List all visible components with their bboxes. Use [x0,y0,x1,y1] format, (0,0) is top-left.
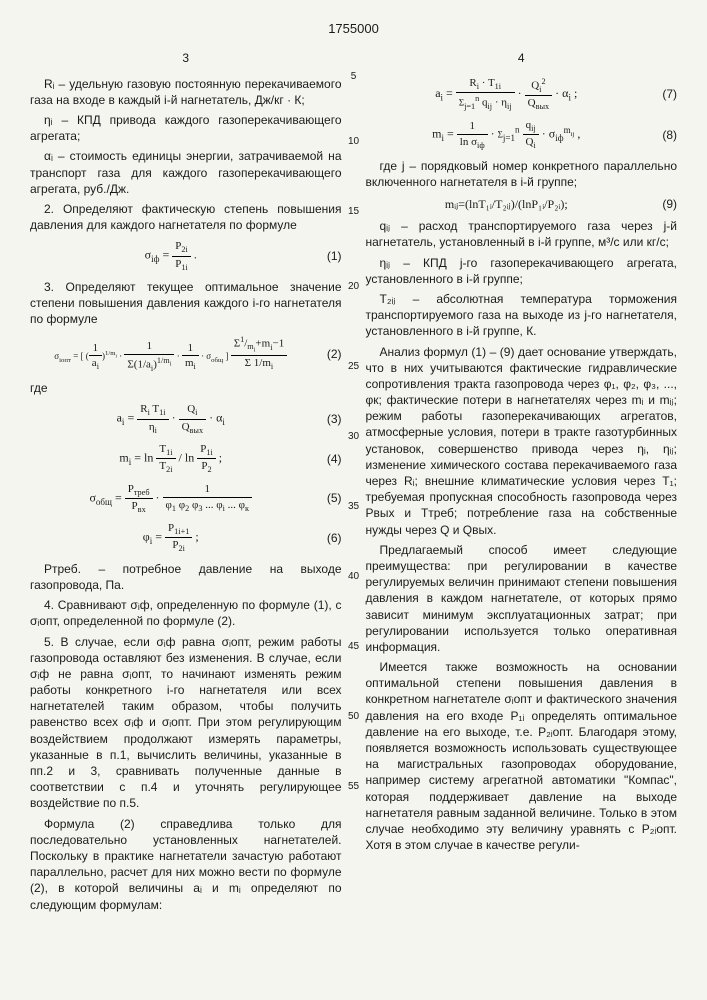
formula-4: mi = ln T1iT2i / ln P1iP2 ; (4) [30,442,342,476]
para-j-index: где j – порядковый номер конкретного пар… [366,158,678,190]
para-analysis: Анализ формул (1) – (9) дает основание у… [366,344,678,538]
patent-number: 1755000 [30,20,677,38]
para-possibility: Имеется также возможность на основании о… [366,659,678,853]
eqnum-5: (5) [312,490,342,506]
eqnum-6: (6) [312,530,342,546]
para-step5: 5. В случае, если σᵢф равна σᵢопт, режим… [30,634,342,812]
para-p-treb: Pтреб. – потребное давление на выходе га… [30,561,342,593]
formula-6: φi = P1i+1P2i ; (6) [30,521,342,555]
left-column: 3 Rᵢ – удельную газовую постоянную перек… [30,50,342,917]
para-alpha-i: αᵢ – стоимость единицы энергии, затрачив… [30,148,342,197]
formula-7: ai = Ri · T1iΣj=1n qij · ηij · Qi2Qвых ·… [366,76,678,112]
formula-3: ai = Ri T1iηi · QiQвых · αi (3) [30,402,342,436]
para-t2ij: T₂ᵢⱼ – абсолютная температура торможения… [366,291,678,340]
eqnum-3: (3) [312,411,342,427]
formula-2: σiопт = [ (1ai)1/mi · 1Σ(1/ai)1/mi · 1mi… [30,334,342,374]
para-r-i: Rᵢ – удельную газовую постоянную перекач… [30,76,342,108]
eqnum-7: (7) [647,86,677,102]
formula-8: mi = 1ln σiф · Σj=1n qijQi · σiфmij , (8… [366,118,678,152]
eqnum-4: (4) [312,451,342,467]
para-eta-i: ηᵢ – КПД привода каждого газоперекачиваю… [30,112,342,144]
formula-5: σобщ = PтребPвх · 1φ1 φ2 φ3 ... φi ... φ… [30,482,342,516]
eqnum-2: (2) [312,346,342,362]
para-eta-ij: ηᵢⱼ – КПД j-го газоперекачивающего агрег… [366,255,678,287]
para-formula-note: Формула (2) справедлива только для после… [30,816,342,913]
para-q-ij: qᵢⱼ – расход транспортируемого газа чере… [366,218,678,250]
para-step2: 2. Определяют фактическую степень повыше… [30,201,342,233]
para-advantages: Предлагаемый способ имеет следующие преи… [366,542,678,655]
two-column-layout: 3 Rᵢ – удельную газовую постоянную перек… [30,50,677,917]
para-step3: 3. Определяют текущее оптимальное значен… [30,279,342,328]
left-col-number: 3 [30,50,342,66]
eqnum-9: (9) [647,196,677,212]
page: 1755000 3 Rᵢ – удельную газовую постоянн… [30,20,677,917]
eq9-body: mᵢⱼ=(lnT₁ᵢ/T₂ᵢⱼ)/(lnP₁ᵢ/P₂ᵢ); [366,196,648,212]
right-column: 4 ai = Ri · T1iΣj=1n qij · ηij · Qi2Qвых… [366,50,678,917]
eqnum-1: (1) [312,248,342,264]
label-gde: где [30,380,342,396]
formula-1: σiф = P2iP1i . (1) [30,239,342,273]
formula-9: mᵢⱼ=(lnT₁ᵢ/T₂ᵢⱼ)/(lnP₁ᵢ/P₂ᵢ); (9) [366,196,678,212]
para-step4: 4. Сравнивают σᵢф, определенную по форму… [30,597,342,629]
right-col-number: 4 [366,50,678,66]
eqnum-8: (8) [647,127,677,143]
